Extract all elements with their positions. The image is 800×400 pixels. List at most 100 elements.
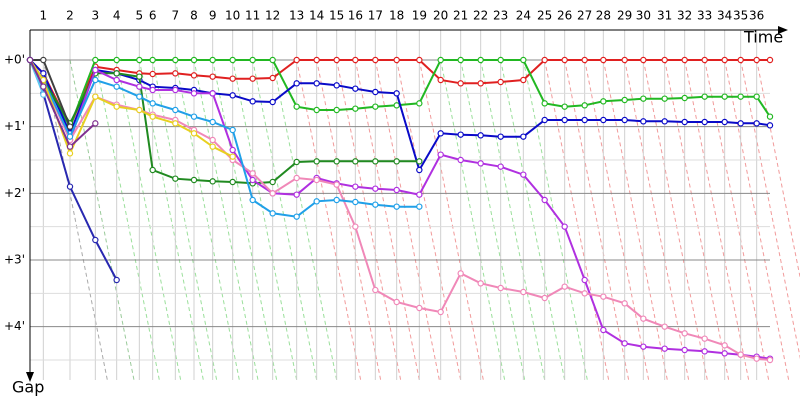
data-point xyxy=(561,223,568,230)
lap-down-line xyxy=(684,59,750,381)
data-point xyxy=(66,123,74,130)
data-point xyxy=(497,56,504,64)
data-point xyxy=(269,56,276,64)
lap-down-line xyxy=(704,59,770,381)
series-line xyxy=(29,59,771,360)
data-point xyxy=(352,198,359,206)
data-point xyxy=(520,133,527,140)
y-tick-label: +0' xyxy=(4,53,25,67)
data-point xyxy=(149,86,156,94)
data-point xyxy=(600,98,607,105)
data-point xyxy=(249,176,256,184)
data-point xyxy=(681,94,688,102)
y-tick-label: +2' xyxy=(4,186,25,200)
data-point xyxy=(600,293,607,300)
data-point xyxy=(520,288,527,296)
data-point xyxy=(416,191,423,198)
x-tick-label: 8 xyxy=(190,9,198,23)
data-point xyxy=(393,90,400,97)
data-point xyxy=(393,56,400,64)
data-point xyxy=(269,210,276,217)
x-tick-label: 25 xyxy=(537,9,552,23)
data-point xyxy=(313,198,320,205)
data-point xyxy=(600,116,607,124)
data-point xyxy=(701,93,708,100)
data-point xyxy=(497,163,504,170)
data-point xyxy=(40,56,47,64)
x-tick-label: 2 xyxy=(66,9,74,23)
x-tick-label: 4 xyxy=(113,9,121,23)
data-point xyxy=(520,56,527,64)
data-point xyxy=(581,290,588,297)
data-point xyxy=(229,178,236,186)
data-point xyxy=(581,56,588,64)
x-tick-label: 17 xyxy=(368,9,383,23)
x-tick-label: 23 xyxy=(493,9,508,23)
data-point xyxy=(269,178,276,186)
data-point xyxy=(190,56,198,64)
data-point xyxy=(737,56,744,64)
lap-down-line xyxy=(396,59,462,381)
series-line xyxy=(29,59,771,130)
lap-down-line xyxy=(354,59,420,381)
data-point xyxy=(113,56,120,64)
data-point xyxy=(721,350,728,357)
data-point xyxy=(92,93,99,100)
series-line xyxy=(29,59,96,149)
lap-down-line xyxy=(584,59,650,381)
data-point xyxy=(149,166,156,174)
data-point xyxy=(372,103,379,110)
x-tick-label: 31 xyxy=(657,9,672,23)
data-point xyxy=(600,326,607,334)
x-tick-label: 16 xyxy=(348,9,363,23)
data-point xyxy=(477,80,484,87)
data-point xyxy=(541,294,548,302)
data-point xyxy=(581,102,588,109)
lap-down-line xyxy=(740,59,800,360)
data-point xyxy=(393,203,400,210)
data-point xyxy=(149,56,156,64)
x-tick-label: 1 xyxy=(40,9,48,23)
data-point xyxy=(497,78,504,86)
x-tick-label: 21 xyxy=(453,9,468,23)
data-point xyxy=(190,130,198,137)
data-point xyxy=(701,348,708,355)
x-axis-label: Time xyxy=(743,28,783,47)
data-point xyxy=(92,56,99,64)
data-point xyxy=(701,118,708,126)
lap-down-line xyxy=(42,59,108,381)
data-point xyxy=(561,116,568,124)
data-point xyxy=(172,120,179,127)
data-point xyxy=(229,153,236,160)
lap-down-line xyxy=(212,59,278,381)
x-tick-label: 14 xyxy=(309,9,324,23)
lap-down-line xyxy=(522,59,588,381)
data-point xyxy=(541,56,548,64)
data-point xyxy=(333,196,340,204)
x-tick-label: 24 xyxy=(516,9,531,23)
x-tick-label: 28 xyxy=(596,9,611,23)
data-point xyxy=(269,98,276,106)
background-layer xyxy=(30,30,800,381)
lap-down-line xyxy=(152,59,218,381)
data-point xyxy=(209,136,216,144)
data-point xyxy=(92,236,99,244)
data-point xyxy=(66,143,74,150)
data-point xyxy=(497,284,504,292)
data-point xyxy=(190,113,198,120)
lap-down-line xyxy=(296,59,362,381)
lap-down-line xyxy=(174,59,240,381)
data-point xyxy=(437,76,444,84)
data-point xyxy=(457,56,464,64)
data-point xyxy=(190,176,198,184)
data-point xyxy=(621,300,628,307)
x-tick-label: 26 xyxy=(557,9,572,23)
x-tick-label: 9 xyxy=(209,9,217,23)
data-point xyxy=(437,130,444,137)
data-point xyxy=(477,160,484,167)
data-point xyxy=(313,176,320,184)
x-tick-label: 3 xyxy=(92,9,100,23)
lap-down-line xyxy=(272,59,338,381)
lap-down-line xyxy=(418,59,484,381)
data-point xyxy=(92,66,99,74)
